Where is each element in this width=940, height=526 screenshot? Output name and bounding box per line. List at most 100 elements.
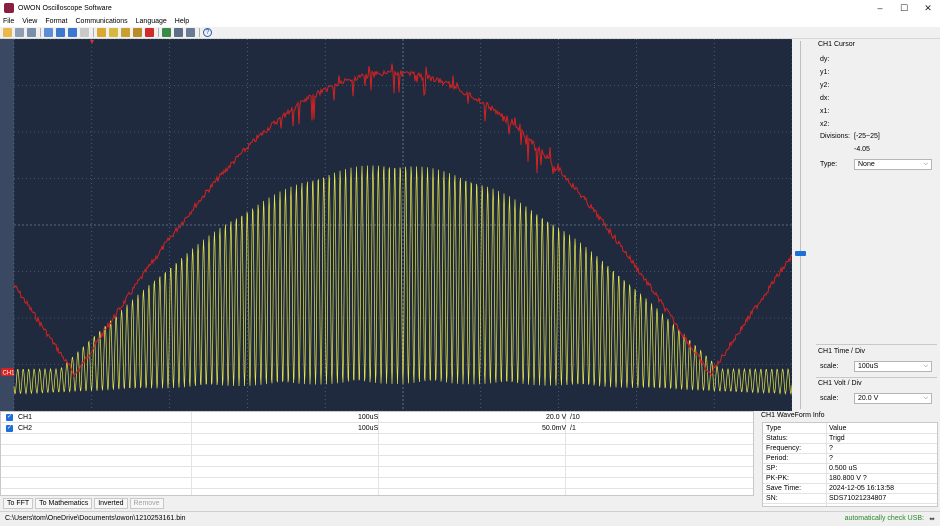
menu-bar: File View Format Communications Language… xyxy=(0,16,940,27)
cursor-type-select[interactable]: None ⌵ xyxy=(854,159,932,170)
left-gutter xyxy=(0,39,14,411)
time-scale-select[interactable]: 100uS ⌵ xyxy=(854,361,932,372)
folder-open-icon[interactable] xyxy=(3,28,12,37)
cursor-panel-title: CH1 Cursor xyxy=(818,41,855,48)
slider-thumb[interactable] xyxy=(795,251,806,256)
minimize-button[interactable]: – xyxy=(877,3,883,13)
print-icon[interactable] xyxy=(15,28,24,37)
help-icon[interactable]: ? xyxy=(203,28,212,37)
info-key: Frequency: xyxy=(766,445,802,452)
waveform-info-title: CH1 WaveForm Info xyxy=(761,412,825,419)
table-row: SP: 0.500 uS xyxy=(763,464,937,474)
scope-canvas[interactable]: CH1 xyxy=(0,39,792,411)
info-value: Trigd xyxy=(829,435,845,442)
step-icon[interactable] xyxy=(133,28,142,37)
ch2-checkbox[interactable]: ✓ xyxy=(6,425,13,432)
info-key: PK-PK: xyxy=(766,475,789,482)
menu-communications[interactable]: Communications xyxy=(75,18,128,25)
menu-view[interactable]: View xyxy=(22,18,38,25)
cursor-lines-icon[interactable] xyxy=(68,28,77,37)
column-divider xyxy=(826,423,827,506)
ch1-waveform xyxy=(13,165,792,395)
usb-icon[interactable]: ⬌ xyxy=(929,516,935,523)
save-icon[interactable] xyxy=(162,28,171,37)
info-value: 180.800 V ? xyxy=(829,475,867,482)
trigger-icon[interactable] xyxy=(109,28,118,37)
inverted-button[interactable]: Inverted xyxy=(94,497,128,509)
channel-timebase: 100uS xyxy=(358,414,379,421)
layout-icon[interactable] xyxy=(56,28,65,37)
info-value: ? xyxy=(829,455,833,462)
table-row xyxy=(1,435,753,445)
app-logo-icon xyxy=(4,3,14,13)
status-bar: C:\Users\tom\OneDrive\Documents\owon\121… xyxy=(0,511,940,526)
step-back-icon[interactable] xyxy=(121,28,130,37)
table-row: SN: SDS71021234807 xyxy=(763,494,937,504)
close-button[interactable]: ✕ xyxy=(924,2,932,13)
info-value: ? xyxy=(829,445,833,452)
info-key: Status: xyxy=(766,435,788,442)
info-key: SN: xyxy=(766,495,778,502)
volt-div-divider xyxy=(816,377,937,378)
cursor-type-label: Type: xyxy=(820,161,838,168)
time-div-divider xyxy=(816,344,937,345)
ch1-level-marker[interactable] xyxy=(1,368,14,376)
waveform-info-panel: CH1 WaveForm Info Type Value Status: Tri… xyxy=(758,411,940,509)
print-preview-icon[interactable] xyxy=(27,28,36,37)
run-icon[interactable] xyxy=(97,28,106,37)
usb-check-status: automatically check USB: xyxy=(844,515,924,522)
divisions-label: Divisions: xyxy=(820,133,850,140)
table-row[interactable]: ✓ CH2 100uS 50.0mV /1 xyxy=(1,424,753,434)
table-row: Frequency: ? xyxy=(763,444,937,454)
divisions-value: -4.05 xyxy=(854,146,870,153)
info-key: Save Time: xyxy=(766,485,802,492)
toolbar-separator xyxy=(93,28,94,37)
bitmap-icon[interactable] xyxy=(174,28,183,37)
table-row: Status: Trigd xyxy=(763,434,937,444)
info-key: Period: xyxy=(766,455,789,462)
time-scale-value: 100uS xyxy=(858,363,879,370)
toolbar-separator xyxy=(199,28,200,37)
table-row[interactable]: ✓ CH1 100uS 20.0 V /10 xyxy=(1,413,753,423)
info-value: SDS71021234807 xyxy=(829,495,887,502)
scope-display[interactable]: CH1 xyxy=(0,39,792,411)
menu-help[interactable]: Help xyxy=(174,18,190,25)
to-mathematics-button[interactable]: To Mathematics xyxy=(35,497,93,509)
time-scale-label: scale: xyxy=(820,363,839,370)
channel-name: CH1 xyxy=(18,414,33,421)
table-row: PK-PK: 180.800 V ? xyxy=(763,474,937,484)
window-title: OWON Oscilloscope Software xyxy=(18,4,112,12)
slider-track xyxy=(800,41,801,409)
trigger-position-marker[interactable] xyxy=(90,40,94,44)
channel-volts: 20.0 V xyxy=(546,414,567,421)
volt-scale-value: 20.0 V xyxy=(858,395,879,402)
chevron-down-icon: ⌵ xyxy=(923,363,928,369)
export-icon[interactable] xyxy=(186,28,195,37)
ch2-waveform xyxy=(13,63,792,378)
ch2-trace xyxy=(13,63,792,378)
volt-scale-select[interactable]: 20.0 V ⌵ xyxy=(854,393,932,404)
menu-language[interactable]: Language xyxy=(135,18,167,25)
maximize-button[interactable]: ☐ xyxy=(899,2,909,13)
vertical-position-slider[interactable] xyxy=(792,39,810,411)
waveform-info-table: Type Value Status: Trigd Frequency: ? Pe… xyxy=(762,422,938,507)
table-row xyxy=(1,479,753,489)
vertical-cursor-icon[interactable] xyxy=(80,28,89,37)
column-divider xyxy=(565,412,566,495)
table-row xyxy=(1,446,753,456)
channel-timebase: 100uS xyxy=(358,425,379,432)
menu-file[interactable]: File xyxy=(3,18,15,25)
zoom-icon[interactable] xyxy=(44,28,53,37)
channel-probe: /1 xyxy=(570,425,576,432)
menu-format[interactable]: Format xyxy=(45,18,68,25)
table-header: Type Value xyxy=(763,424,937,434)
cursor-type-value: None xyxy=(858,161,875,168)
info-value: 0.500 uS xyxy=(829,465,858,472)
table-row xyxy=(1,457,753,467)
file-path: C:\Users\tom\OneDrive\Documents\owon\121… xyxy=(5,515,186,522)
ch1-checkbox[interactable]: ✓ xyxy=(6,414,13,421)
to-fft-button[interactable]: To FFT xyxy=(3,497,34,509)
time-panel-title: CH1 Time / Div xyxy=(818,348,866,355)
stop-icon[interactable] xyxy=(145,28,154,37)
